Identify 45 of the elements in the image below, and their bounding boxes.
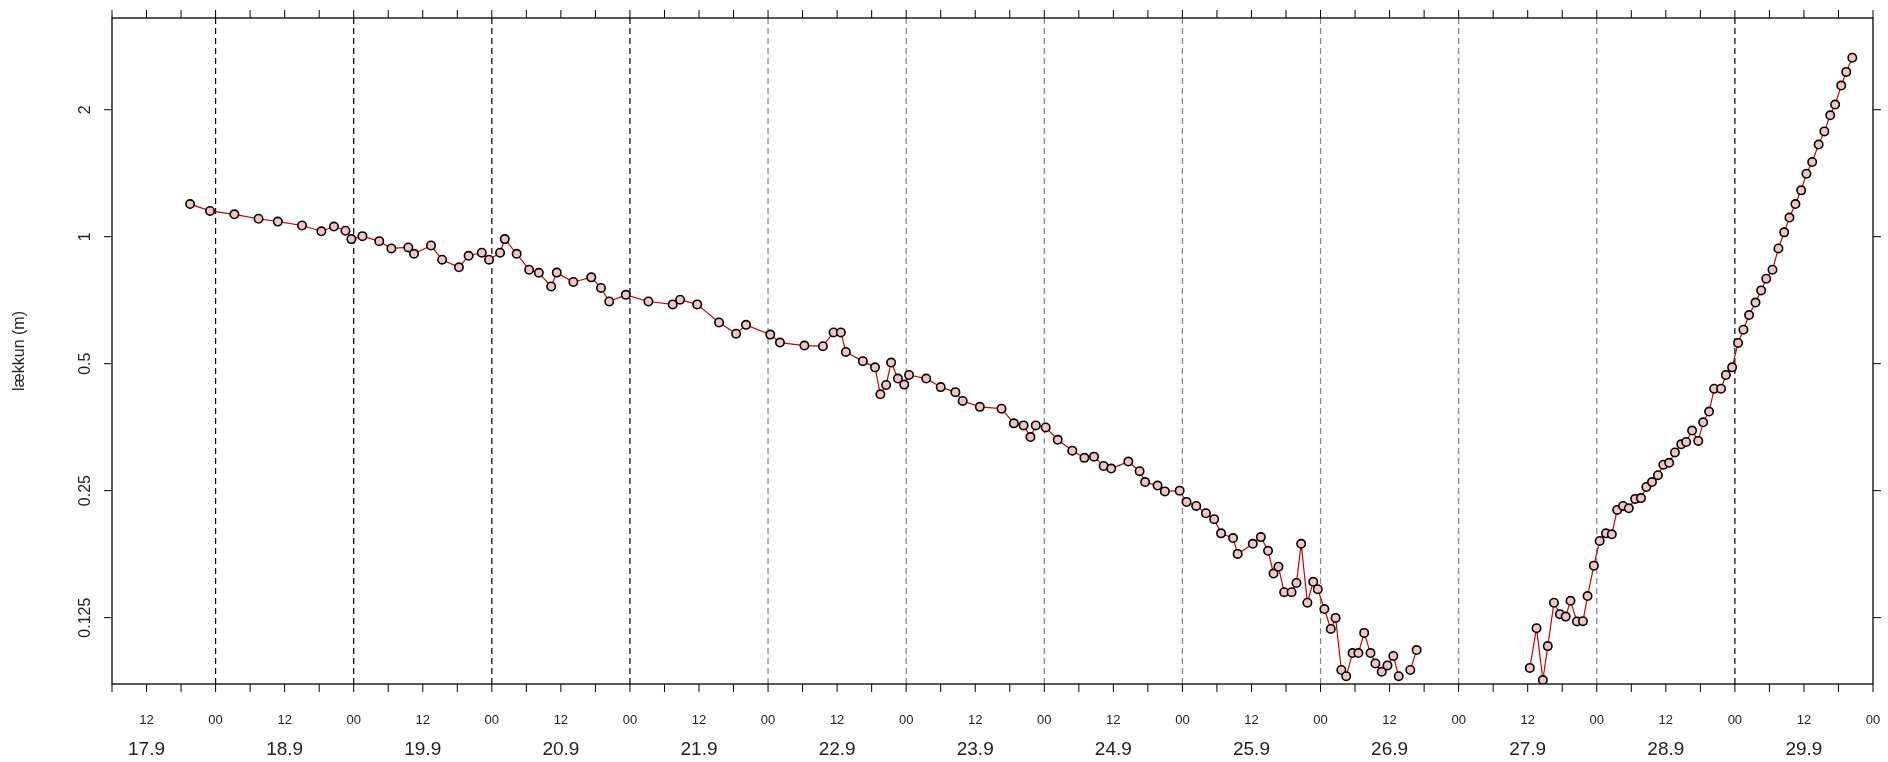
x-tick-label: 00 [1451, 712, 1466, 727]
x-tick-label: 00 [1313, 712, 1328, 727]
x-tick-label: 00 [484, 712, 500, 727]
x-tick-label: 12 [829, 712, 845, 727]
x2-tick-label: 26.9 [1371, 738, 1409, 759]
x2-tick-label: 18.9 [266, 738, 304, 759]
x2-tick-label: 20.9 [542, 738, 580, 759]
x-tick-label: 12 [1244, 712, 1259, 727]
x-tick-label: 12 [277, 712, 292, 727]
x2-tick-label: 25.9 [1232, 738, 1270, 759]
x-tick-label: 00 [1175, 712, 1190, 727]
x2-tick-label: 23.9 [956, 738, 994, 759]
x-tick-label: 12 [1382, 712, 1397, 727]
x-tick-label: 12 [691, 712, 707, 727]
x-tick-label: 00 [1589, 712, 1604, 727]
x2-tick-label: 22.9 [818, 738, 856, 759]
y-tick-label: 0.125 [76, 597, 93, 638]
x2-tick-label: 27.9 [1509, 738, 1547, 759]
y-tick-label: 1 [76, 232, 93, 242]
x2-tick-label: 28.9 [1647, 738, 1685, 759]
x-tick-label: 12 [1106, 712, 1121, 727]
x-tick-label: 12 [1796, 712, 1812, 727]
x-tick-label: 00 [1727, 712, 1743, 727]
x-tick-label: 00 [1037, 712, 1052, 727]
x-tick-label: 12 [553, 712, 569, 727]
x-tick-label: 12 [1658, 712, 1674, 727]
x-tick-label: 00 [1865, 712, 1881, 727]
x-tick-label: 12 [139, 712, 154, 727]
x2-tick-label: 29.9 [1785, 738, 1823, 759]
x-tick-label: 00 [898, 712, 914, 727]
y-axis-title: lækkun (m) [10, 310, 27, 392]
x-tick-label: 12 [968, 712, 983, 727]
x-tick-label: 12 [1520, 712, 1535, 727]
x-tick-label: 00 [622, 712, 638, 727]
x2-tick-label: 24.9 [1094, 738, 1132, 759]
x-tick-label: 00 [208, 712, 223, 727]
y-tick-label: 0.5 [76, 352, 93, 375]
x2-tick-label: 21.9 [680, 738, 718, 759]
x2-tick-label: 19.9 [404, 738, 442, 759]
x2-tick-label: 17.9 [128, 738, 166, 759]
x-tick-label: 00 [346, 712, 361, 727]
x-tick-label: 12 [415, 712, 430, 727]
y-tick-label: 0.25 [76, 474, 93, 507]
y-tick-label: 2 [76, 105, 93, 115]
x-tick-label: 00 [760, 712, 776, 727]
